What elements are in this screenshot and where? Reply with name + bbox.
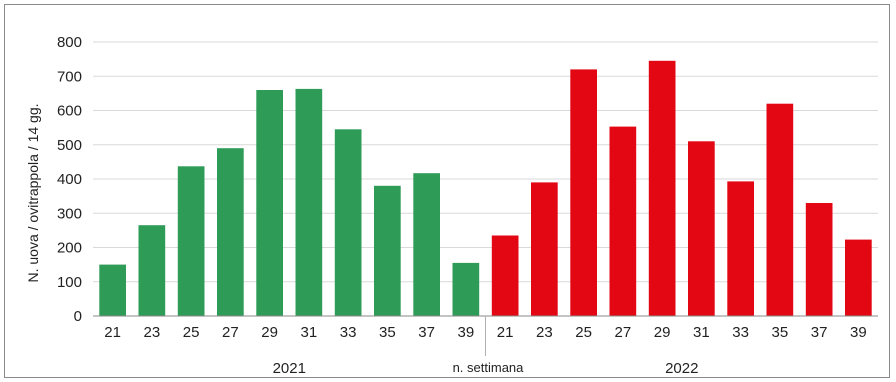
x-tick-label: 31 xyxy=(301,324,318,341)
bar xyxy=(727,181,754,316)
y-tick-label: 400 xyxy=(57,171,82,188)
x-axis-label: n. settimana xyxy=(453,360,525,375)
bar xyxy=(334,129,362,316)
y-tick-label: 300 xyxy=(57,205,82,222)
x-tick-label: 31 xyxy=(693,324,710,341)
x-tick-label: 35 xyxy=(772,324,789,341)
y-tick-label: 600 xyxy=(57,103,82,120)
x-tick-label: 35 xyxy=(379,324,396,341)
x-tick-label: 23 xyxy=(144,324,161,341)
x-tick-label: 21 xyxy=(104,324,121,341)
group-label: 2022 xyxy=(665,360,698,377)
bar xyxy=(138,225,166,316)
axes xyxy=(93,315,878,356)
x-tick-label: 27 xyxy=(615,324,632,341)
x-tick-label: 27 xyxy=(222,324,239,341)
x-tick-label: 39 xyxy=(850,324,867,341)
y-tick-label: 800 xyxy=(57,34,82,51)
labels: 0 100 200 300 400 500 600 700 800 21 23 25 27 29 31 33 3… xyxy=(57,34,867,377)
bars xyxy=(99,60,872,317)
bar xyxy=(256,90,283,316)
bar xyxy=(648,60,676,316)
y-tick-label: 500 xyxy=(57,137,82,154)
y-tick-label: 100 xyxy=(57,274,82,291)
x-tick-label: 37 xyxy=(811,324,828,341)
bar xyxy=(688,141,715,316)
x-tick-label: 29 xyxy=(261,324,278,341)
bar xyxy=(609,126,637,316)
bar xyxy=(845,239,872,316)
y-tick-label: 700 xyxy=(57,68,82,85)
bar xyxy=(217,148,244,316)
group-label: 2021 xyxy=(273,360,306,377)
bar xyxy=(374,185,401,316)
bar xyxy=(413,173,440,316)
bar xyxy=(531,182,558,316)
x-tick-label: 23 xyxy=(536,324,553,341)
x-tick-label: 21 xyxy=(497,324,514,341)
x-tick-label: 33 xyxy=(340,324,357,341)
bar xyxy=(295,88,323,317)
x-tick-label: 29 xyxy=(654,324,671,341)
y-tick-label: 0 xyxy=(74,308,82,325)
x-tick-label: 25 xyxy=(575,324,592,341)
bar xyxy=(99,264,126,316)
bar xyxy=(805,203,833,316)
bar xyxy=(766,103,794,316)
bar xyxy=(452,262,480,316)
bar xyxy=(177,166,205,316)
grid-lines xyxy=(93,41,878,283)
bar xyxy=(491,235,519,316)
x-tick-label: 37 xyxy=(418,324,435,341)
x-tick-label: 25 xyxy=(183,324,200,341)
x-tick-label: 39 xyxy=(458,324,475,341)
y-tick-label: 200 xyxy=(57,240,82,257)
bar xyxy=(570,69,597,317)
x-tick-label: 33 xyxy=(732,324,749,341)
y-axis-label: N. uova / ovitrappola / 14 gg. xyxy=(25,104,41,283)
